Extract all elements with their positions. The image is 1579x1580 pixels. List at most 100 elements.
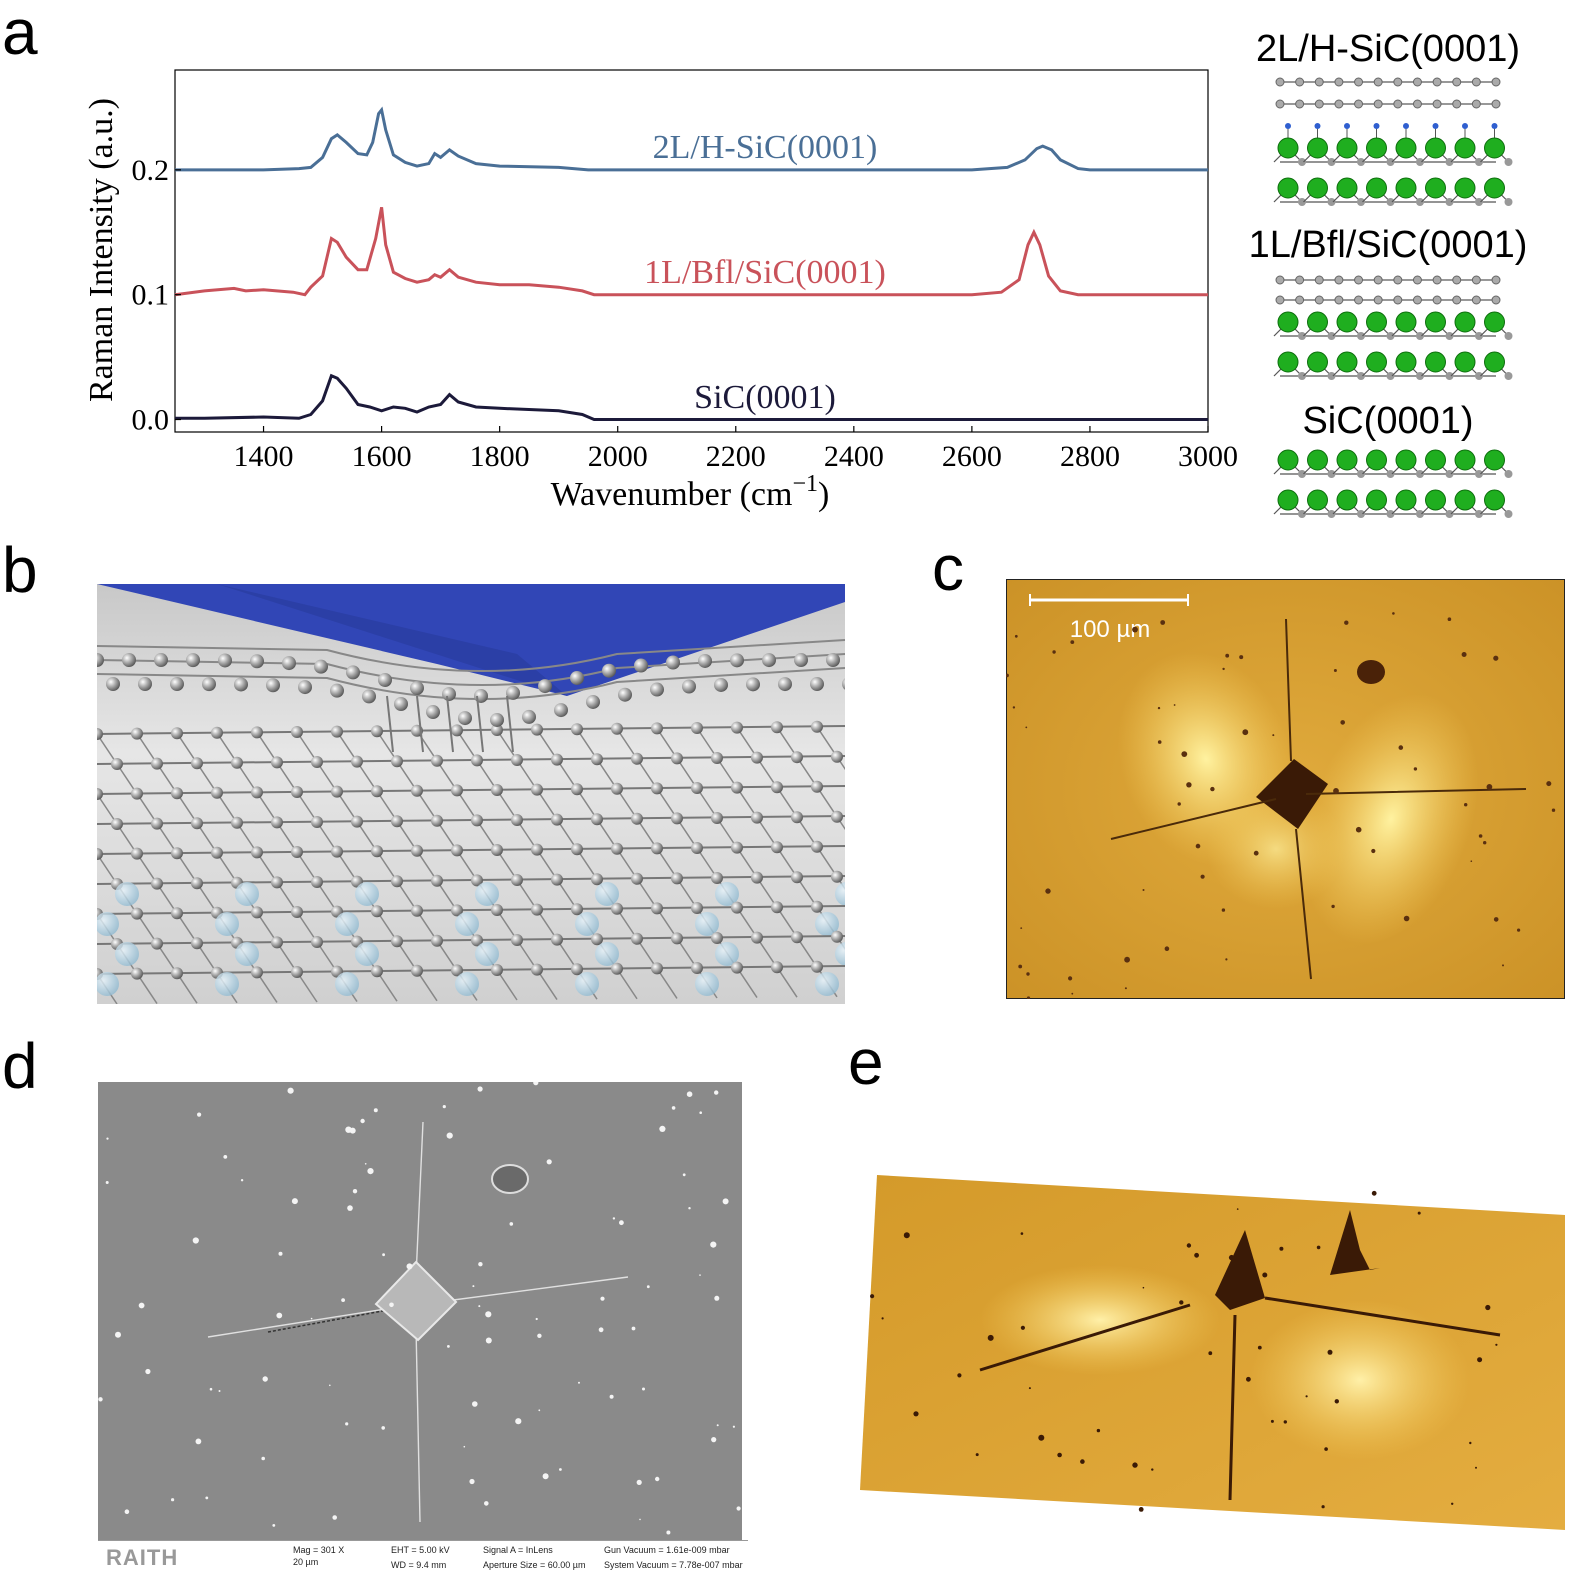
carbon-atom: [291, 966, 303, 978]
panel-label-e: e: [848, 1026, 884, 1098]
speck: [699, 1274, 701, 1276]
silicon-atom: [1366, 177, 1387, 199]
speck: [1334, 1399, 1339, 1404]
bond: [656, 727, 678, 759]
silicon-atom: [695, 972, 719, 996]
carbon-atom: [291, 846, 303, 858]
carbon-atom: [731, 721, 743, 734]
bond: [136, 913, 158, 945]
bond: [736, 967, 758, 999]
speck: [389, 1302, 394, 1308]
carbon-atom: [771, 961, 783, 974]
speck: [381, 1426, 386, 1430]
speck: [1493, 655, 1499, 661]
speck: [1478, 834, 1483, 838]
bond: [97, 667, 845, 700]
carbon-atom: [106, 677, 120, 692]
carbon-atom: [826, 653, 840, 668]
sem-info-bar: RAITH Mag = 301 X 20 µm EHT = 5.00 kV WD…: [98, 1540, 748, 1576]
silicon-atom: [97, 912, 119, 936]
bond: [776, 726, 798, 758]
carbon-atom: [131, 967, 143, 980]
speck: [171, 1498, 175, 1502]
speck: [485, 1337, 492, 1344]
carbon-atom: [1393, 77, 1403, 87]
speck: [913, 1411, 919, 1417]
carbon-atom: [271, 936, 283, 949]
bond: [376, 910, 398, 942]
speck: [1246, 1376, 1251, 1382]
speck: [975, 1453, 979, 1457]
speck: [463, 1445, 466, 1448]
speck: [1132, 626, 1138, 633]
bond: [736, 847, 758, 879]
series-line: [175, 373, 1208, 421]
speck: [1208, 1351, 1213, 1356]
speck: [671, 1106, 676, 1110]
carbon-atom: [1452, 77, 1462, 87]
carbon-atom: [671, 812, 683, 825]
series-label: 2L/H-SiC(0001): [653, 129, 878, 166]
carbon-atom: [771, 781, 783, 794]
speck: [1316, 1245, 1321, 1250]
bond: [256, 791, 278, 823]
bond: [176, 792, 198, 824]
carbon-atom: [131, 727, 143, 740]
speck: [659, 1125, 666, 1132]
bond: [456, 849, 478, 881]
delamination-zone-bottom: [1206, 789, 1346, 909]
bond: [816, 846, 838, 878]
carbon-atom: [531, 783, 543, 796]
speck: [310, 1317, 313, 1320]
carbon-atom: [1416, 470, 1424, 478]
speck: [1138, 1507, 1144, 1512]
carbon-atom: [1504, 510, 1513, 518]
bond: [216, 732, 238, 764]
carbon-atom: [1327, 332, 1336, 340]
carbon-atom: [211, 846, 223, 859]
speck: [736, 1506, 741, 1511]
speck: [98, 1397, 103, 1402]
speck: [642, 1387, 645, 1391]
bond: [616, 788, 638, 820]
sem-wd: WD = 9.4 mm: [391, 1560, 447, 1570]
speck: [881, 1317, 884, 1320]
carbon-atom: [231, 756, 243, 769]
y-tick-label: 0.1: [132, 279, 170, 312]
carbon-atom: [271, 816, 283, 829]
speck: [1124, 956, 1130, 963]
schematic-1l-structure: [1273, 275, 1513, 380]
speck: [1173, 704, 1176, 706]
speck: [1038, 1434, 1045, 1441]
carbon-atom: [571, 843, 583, 856]
schematic-sic-structure: [1273, 449, 1513, 518]
carbon-atom: [97, 728, 103, 740]
silicon-atom: [115, 942, 139, 966]
speck: [477, 1086, 483, 1092]
speck: [1270, 1419, 1274, 1423]
x-tick-label: 2600: [942, 440, 1002, 473]
carbon-atom: [811, 780, 823, 793]
carbon-atom: [186, 653, 200, 668]
carbon-atom: [1475, 198, 1483, 206]
speck: [1324, 1447, 1328, 1451]
carbon-atom: [730, 653, 744, 668]
hydrogen-atom: [1403, 123, 1409, 129]
speck: [447, 1345, 450, 1348]
carbon-atom: [234, 677, 248, 692]
silicon-atom: [815, 972, 839, 996]
carbon-atom: [391, 935, 403, 948]
carbon-atom: [551, 813, 563, 826]
carbon-atom: [1357, 510, 1365, 518]
silicon-atom: [1454, 449, 1476, 471]
speck: [192, 1237, 199, 1244]
bond: [256, 971, 278, 1003]
carbon-atom: [471, 874, 483, 887]
bond: [836, 816, 845, 831]
carbon-atom: [1298, 198, 1306, 206]
carbon-atom: [1298, 470, 1306, 478]
carbon-atom: [1354, 295, 1364, 305]
speck: [1392, 612, 1395, 615]
carbon-atom: [1334, 77, 1344, 87]
speck: [1253, 850, 1259, 856]
